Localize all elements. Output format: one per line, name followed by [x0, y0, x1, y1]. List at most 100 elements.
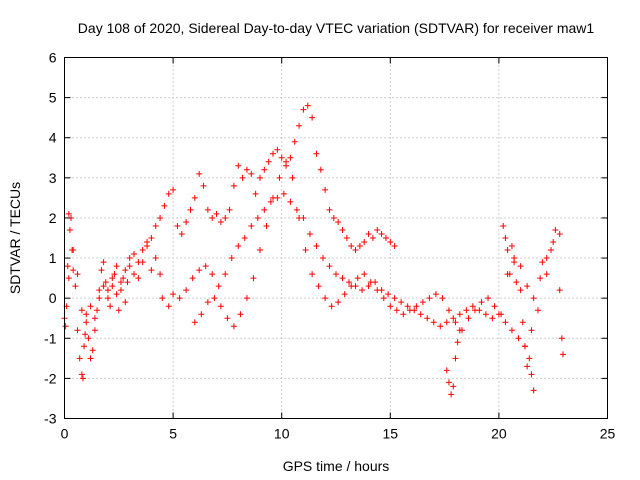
- data-point: [508, 327, 515, 334]
- data-point: [243, 295, 250, 302]
- chart-title: Day 108 of 2020, Sidereal Day-to-day VTE…: [78, 20, 595, 36]
- data-point: [109, 275, 116, 282]
- data-point: [528, 371, 535, 378]
- data-point: [265, 158, 272, 165]
- data-point: [361, 271, 368, 278]
- data-point: [204, 299, 211, 306]
- data-point: [109, 283, 116, 290]
- data-point: [291, 138, 298, 145]
- data-point: [144, 239, 151, 246]
- data-point: [456, 311, 463, 318]
- data-point: [450, 315, 457, 322]
- data-point: [387, 239, 394, 246]
- data-point: [263, 222, 270, 229]
- y-tick-label: 2: [49, 210, 57, 226]
- data-point: [152, 222, 159, 229]
- data-point: [374, 287, 381, 294]
- data-point: [515, 335, 522, 342]
- data-point: [248, 222, 255, 229]
- data-point: [445, 307, 452, 314]
- data-point: [326, 263, 333, 270]
- data-point: [267, 198, 274, 205]
- y-tick-label: 0: [49, 290, 57, 306]
- data-point: [365, 230, 372, 237]
- data-point: [235, 162, 242, 169]
- x-tick-label: 10: [274, 426, 290, 442]
- data-point: [224, 315, 231, 322]
- data-point: [113, 291, 120, 298]
- data-point: [235, 243, 242, 250]
- data-point: [78, 307, 85, 314]
- data-point: [534, 307, 541, 314]
- data-point: [521, 343, 528, 350]
- data-point: [283, 162, 290, 169]
- data-point: [64, 263, 71, 270]
- data-point: [393, 307, 400, 314]
- data-point: [94, 307, 101, 314]
- data-point: [559, 351, 566, 358]
- data-point: [502, 235, 509, 241]
- data-point: [300, 106, 307, 113]
- data-point: [385, 291, 392, 298]
- data-point: [552, 226, 559, 233]
- data-point: [187, 206, 194, 213]
- data-point: [419, 299, 426, 306]
- data-point: [417, 311, 424, 318]
- data-point: [202, 263, 209, 270]
- data-point: [443, 319, 450, 326]
- data-point: [456, 327, 463, 334]
- data-point: [511, 259, 518, 266]
- data-point: [183, 218, 190, 225]
- data-point: [319, 255, 326, 262]
- data-point: [280, 190, 287, 197]
- data-point: [62, 323, 69, 330]
- data-point: [387, 303, 394, 310]
- data-point: [198, 311, 205, 318]
- data-point: [89, 347, 96, 354]
- y-tick-label: 1: [49, 250, 57, 266]
- data-point: [107, 303, 114, 310]
- data-point: [113, 263, 120, 270]
- data-point: [98, 267, 105, 274]
- data-point: [452, 355, 459, 362]
- data-point: [183, 287, 190, 294]
- data-point: [72, 283, 79, 290]
- x-tick-label: 0: [61, 426, 69, 442]
- data-point: [491, 303, 498, 310]
- data-point: [317, 166, 324, 173]
- data-point: [65, 275, 72, 282]
- series-early-scatter: [62, 210, 164, 382]
- data-point: [100, 259, 107, 266]
- data-point: [248, 170, 255, 177]
- data-point: [452, 319, 459, 326]
- data-point: [330, 214, 337, 221]
- data-point: [191, 319, 198, 326]
- data-point: [482, 311, 489, 318]
- data-point: [306, 230, 313, 237]
- data-point: [243, 166, 250, 173]
- data-point: [526, 355, 533, 362]
- data-point: [335, 218, 342, 225]
- data-point: [530, 295, 537, 302]
- data-point: [126, 255, 133, 262]
- data-point: [256, 247, 263, 254]
- data-point: [556, 287, 563, 294]
- data-point: [400, 311, 407, 318]
- data-point: [361, 239, 368, 246]
- data-point: [261, 166, 268, 173]
- data-point: [148, 235, 155, 241]
- data-point: [228, 255, 235, 262]
- data-point: [485, 295, 492, 302]
- data-point: [170, 291, 177, 298]
- data-point: [519, 319, 526, 326]
- data-point: [530, 387, 537, 394]
- data-point: [528, 327, 535, 334]
- data-point: [322, 186, 329, 193]
- data-point: [313, 243, 320, 250]
- data-point: [404, 303, 411, 310]
- data-point: [289, 174, 296, 181]
- data-point: [79, 375, 86, 382]
- data-point: [176, 295, 183, 302]
- data-point: [83, 311, 90, 318]
- data-point: [304, 102, 311, 109]
